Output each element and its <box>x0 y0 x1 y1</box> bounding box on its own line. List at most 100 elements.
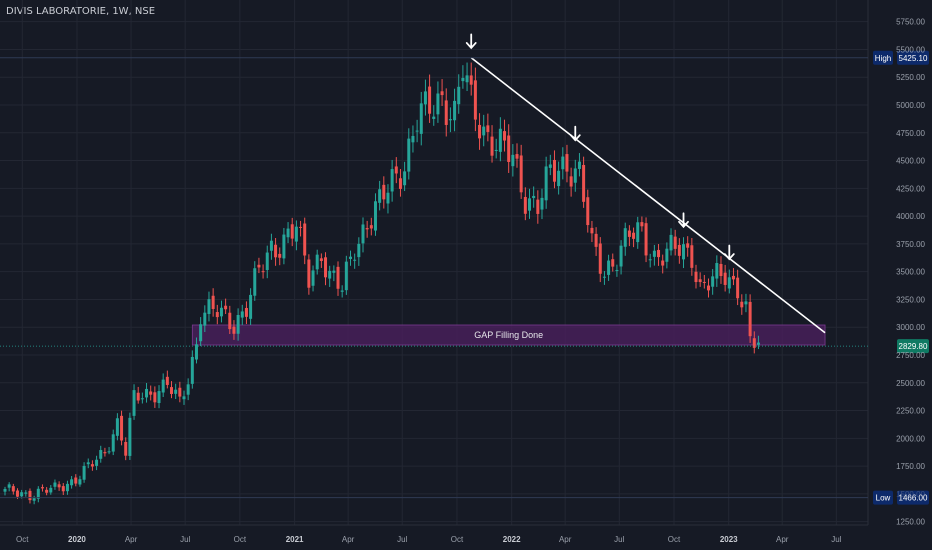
gap-zone[interactable] <box>191 324 826 346</box>
candle-body[interactable] <box>145 388 149 398</box>
candle-body[interactable] <box>727 277 731 289</box>
candle-body[interactable] <box>657 249 661 258</box>
candle-body[interactable] <box>307 259 311 288</box>
candle-body[interactable] <box>224 305 228 310</box>
candle-body[interactable] <box>715 263 719 279</box>
candle-body[interactable] <box>390 169 394 192</box>
candle-body[interactable] <box>165 376 169 385</box>
candle-body[interactable] <box>594 233 598 247</box>
candle-body[interactable] <box>428 86 432 114</box>
candle-body[interactable] <box>415 130 419 132</box>
candle-body[interactable] <box>111 434 115 452</box>
candle-body[interactable] <box>299 226 303 228</box>
candle-body[interactable] <box>336 266 340 289</box>
candle-body[interactable] <box>57 484 61 488</box>
candle-body[interactable] <box>494 149 498 151</box>
candle-body[interactable] <box>669 234 673 251</box>
candle-body[interactable] <box>648 259 652 261</box>
candle-body[interactable] <box>103 452 107 454</box>
candle-body[interactable] <box>677 244 681 256</box>
candle-body[interactable] <box>65 483 69 492</box>
candle-body[interactable] <box>311 270 315 286</box>
candle-body[interactable] <box>507 135 511 162</box>
candle-body[interactable] <box>515 154 519 159</box>
candle-body[interactable] <box>698 279 702 283</box>
candle-body[interactable] <box>349 256 353 259</box>
candle-body[interactable] <box>561 156 565 170</box>
candle-body[interactable] <box>3 488 7 492</box>
candle-body[interactable] <box>527 198 531 211</box>
candle-body[interactable] <box>136 392 140 401</box>
candle-body[interactable] <box>503 131 507 141</box>
candle-body[interactable] <box>482 126 486 136</box>
candle-body[interactable] <box>719 263 723 277</box>
candle-body[interactable] <box>253 268 257 296</box>
candle-body[interactable] <box>344 261 348 291</box>
candle-body[interactable] <box>694 271 698 283</box>
candle-body[interactable] <box>419 103 423 134</box>
candle-body[interactable] <box>432 116 436 119</box>
candle-body[interactable] <box>11 486 15 492</box>
candle-body[interactable] <box>186 384 190 395</box>
candle-body[interactable] <box>532 195 536 199</box>
candle-body[interactable] <box>303 223 307 256</box>
candle-body[interactable] <box>207 299 211 315</box>
candle-body[interactable] <box>744 301 748 305</box>
candle-body[interactable] <box>128 417 132 456</box>
candle-body[interactable] <box>736 277 740 299</box>
candle-body[interactable] <box>544 166 548 201</box>
candle-body[interactable] <box>440 91 444 96</box>
candle-body[interactable] <box>40 487 44 489</box>
candle-body[interactable] <box>290 224 294 239</box>
candle-body[interactable] <box>623 228 627 247</box>
candle-body[interactable] <box>140 398 144 400</box>
candle-body[interactable] <box>319 258 323 261</box>
candle-body[interactable] <box>640 222 644 227</box>
candle-body[interactable] <box>49 487 53 493</box>
candle-body[interactable] <box>536 199 540 214</box>
candle-body[interactable] <box>174 389 178 394</box>
candle-body[interactable] <box>161 379 165 393</box>
candle-body[interactable] <box>170 387 174 394</box>
candle-body[interactable] <box>548 164 552 168</box>
candle-body[interactable] <box>361 224 365 244</box>
candle-body[interactable] <box>178 387 182 397</box>
candle-body[interactable] <box>632 232 636 239</box>
candle-body[interactable] <box>203 312 207 326</box>
candle-body[interactable] <box>240 311 244 318</box>
candle-body[interactable] <box>607 260 611 275</box>
candle-body[interactable] <box>282 234 286 259</box>
candle-body[interactable] <box>686 243 690 248</box>
candle-body[interactable] <box>332 270 336 273</box>
candle-body[interactable] <box>215 312 219 318</box>
candle-body[interactable] <box>373 201 377 231</box>
candle-body[interactable] <box>61 486 65 492</box>
candle-body[interactable] <box>752 338 756 348</box>
candle-body[interactable] <box>473 80 477 120</box>
candle-body[interactable] <box>615 269 619 271</box>
candle-body[interactable] <box>690 245 694 268</box>
candle-body[interactable] <box>436 93 440 115</box>
candle-body[interactable] <box>619 245 623 267</box>
candle-body[interactable] <box>711 276 715 287</box>
candle-body[interactable] <box>28 490 32 501</box>
candle-body[interactable] <box>461 77 465 82</box>
candle-body[interactable] <box>236 315 240 334</box>
candle-body[interactable] <box>627 230 631 237</box>
candle-body[interactable] <box>90 464 94 467</box>
candle-body[interactable] <box>382 184 386 200</box>
candle-body[interactable] <box>120 415 124 441</box>
candle-body[interactable] <box>357 243 361 258</box>
candle-body[interactable] <box>611 259 615 267</box>
candle-body[interactable] <box>328 270 332 279</box>
candle-body[interactable] <box>249 294 253 319</box>
candle-body[interactable] <box>157 391 161 404</box>
candle-body[interactable] <box>644 223 648 256</box>
candle-body[interactable] <box>95 459 99 466</box>
candle-body[interactable] <box>557 170 561 187</box>
candle-body[interactable] <box>582 164 586 202</box>
candle-body[interactable] <box>53 482 57 487</box>
candle-body[interactable] <box>20 492 24 497</box>
candle-body[interactable] <box>219 307 223 317</box>
